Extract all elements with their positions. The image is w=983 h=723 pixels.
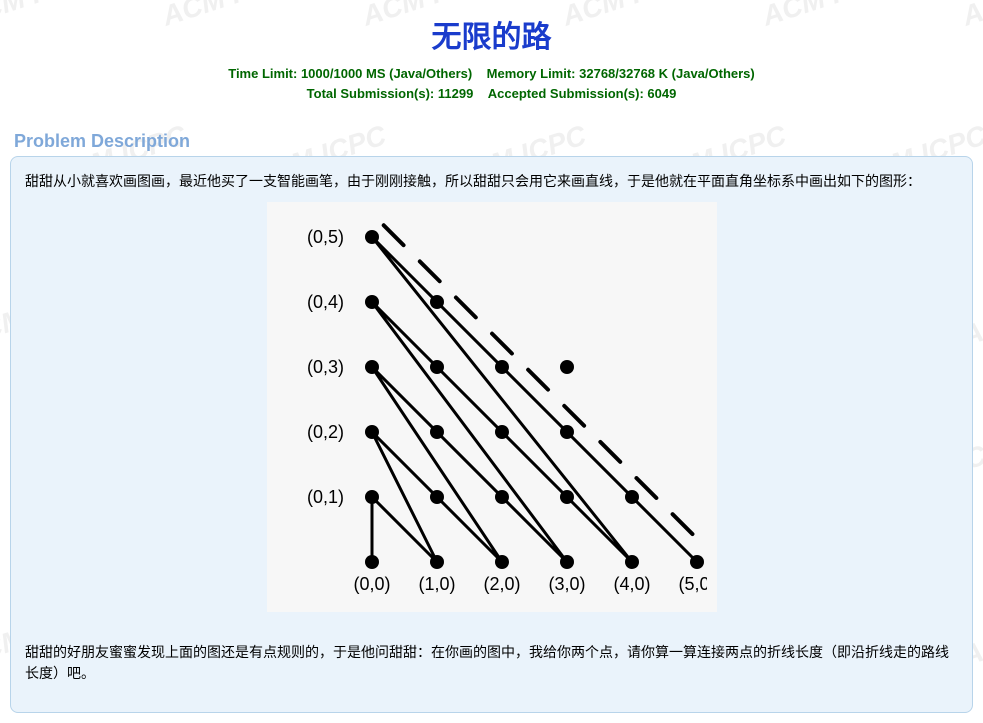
svg-text:(5,0): (5,0) [678,574,707,594]
page-title: 无限的路 [0,0,983,64]
coordinate-diagram: (0,0) (1,0) (2,0) (3,0) (4,0) (5,0) (0,1) (0,2)… [267,202,717,612]
svg-text:(0,3): (0,3) [306,357,343,377]
svg-text:(0,2): (0,2) [306,422,343,442]
memory-limit: Memory Limit: 32768/32768 K (Java/Others… [487,66,755,81]
svg-text:(1,0): (1,0) [418,574,455,594]
svg-text:(4,0): (4,0) [613,574,650,594]
svg-text:(0,4): (0,4) [306,292,343,312]
accepted-submissions: Accepted Submission(s): 6049 [488,86,677,101]
limits-block: Time Limit: 1000/1000 MS (Java/Others) M… [0,64,983,127]
description-box: 甜甜从小就喜欢画图画，最近他买了一支智能画笔，由于刚刚接触，所以甜甜只会用它来画… [10,156,973,713]
description-para-1: 甜甜从小就喜欢画图画，最近他买了一支智能画笔，由于刚刚接触，所以甜甜只会用它来画… [25,171,958,192]
svg-text:(0,1): (0,1) [306,487,343,507]
svg-text:(3,0): (3,0) [548,574,585,594]
total-submissions: Total Submission(s): 11299 [307,86,474,101]
svg-text:(0,5): (0,5) [306,227,343,247]
svg-text:(2,0): (2,0) [483,574,520,594]
time-limit: Time Limit: 1000/1000 MS (Java/Others) [228,66,472,81]
section-header: Problem Description [0,127,983,156]
description-para-2: 甜甜的好朋友蜜蜜发现上面的图还是有点规则的，于是他问甜甜：在你画的图中，我给你两… [25,642,958,684]
svg-text:(0,0): (0,0) [353,574,390,594]
